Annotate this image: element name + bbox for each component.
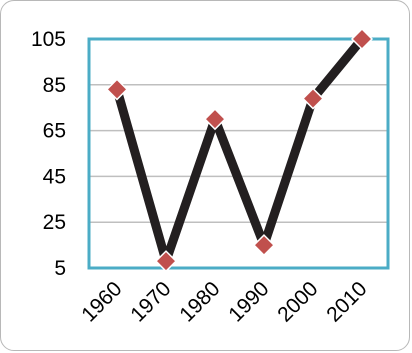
series-layer xyxy=(105,27,374,273)
data-point-marker xyxy=(105,78,129,101)
x-tick-label: 2000 xyxy=(273,277,322,326)
plot-area-border xyxy=(87,37,390,270)
data-point-marker xyxy=(350,27,374,51)
data-point-marker xyxy=(252,234,276,257)
x-tick-label: 1960 xyxy=(77,277,126,326)
x-tick-label: 1990 xyxy=(224,277,273,326)
x-axis-ticks: 1960 1970 1980 1990 2000 2010 xyxy=(77,277,371,326)
y-tick-label: 105 xyxy=(31,28,66,51)
data-point-marker xyxy=(154,250,178,273)
y-tick-label: 65 xyxy=(43,120,66,143)
y-tick-label: 45 xyxy=(43,165,66,188)
y-tick-label: 85 xyxy=(43,74,66,97)
y-tick-label: 25 xyxy=(43,211,66,234)
x-tick-label: 1970 xyxy=(126,277,175,326)
x-tick-label: 1980 xyxy=(175,277,224,326)
y-tick-label: 5 xyxy=(54,257,66,280)
y-axis-ticks: 5 25 45 65 85 105 xyxy=(31,28,66,280)
series-line xyxy=(112,34,367,266)
x-tick-label: 2010 xyxy=(322,277,371,326)
data-point-marker xyxy=(203,108,227,131)
data-point-marker xyxy=(301,87,325,110)
